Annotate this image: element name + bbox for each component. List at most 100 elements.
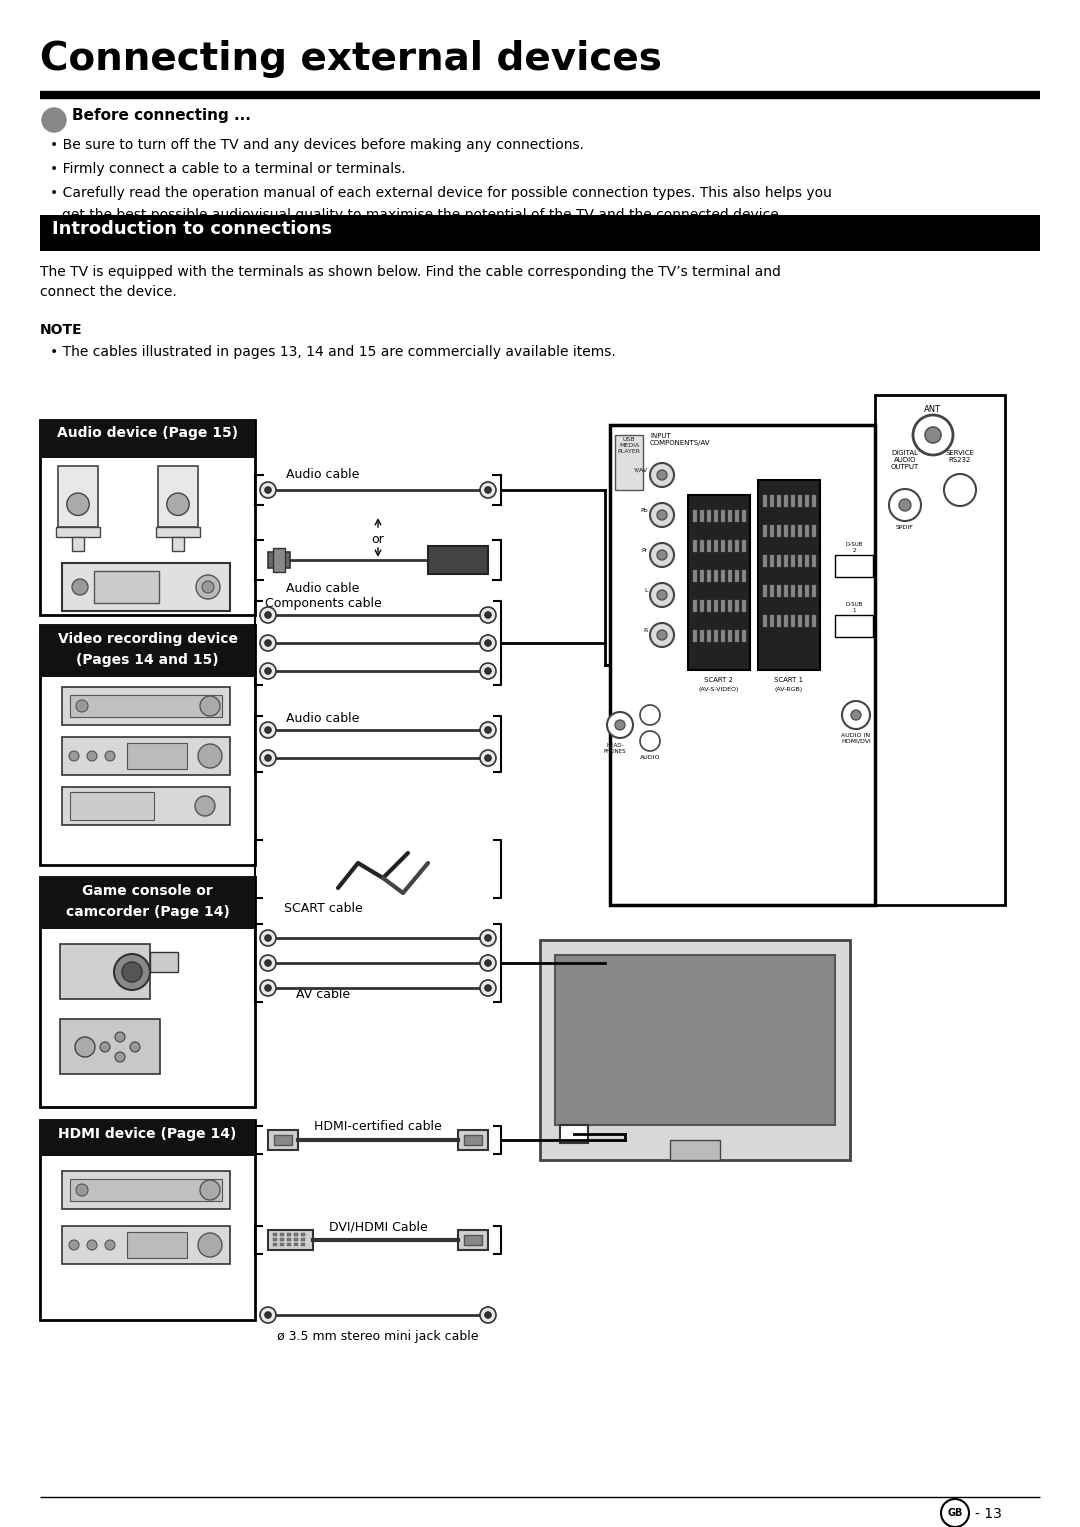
Bar (693, 510, 697, 522)
Text: (Pages 14 and 15): (Pages 14 and 15) (77, 654, 219, 667)
Circle shape (480, 750, 496, 767)
Text: Audio cable: Audio cable (286, 582, 360, 596)
Text: Audio cable: Audio cable (286, 712, 360, 725)
Circle shape (480, 980, 496, 996)
Circle shape (260, 980, 276, 996)
Bar (72, 538, 84, 551)
Text: Connecting external devices: Connecting external devices (40, 40, 662, 78)
Circle shape (100, 1041, 110, 1052)
Bar (742, 600, 746, 612)
Bar (700, 600, 704, 612)
Bar (798, 525, 802, 538)
Circle shape (640, 731, 660, 751)
Bar (172, 538, 184, 551)
Circle shape (198, 744, 222, 768)
Bar (693, 541, 697, 551)
Circle shape (265, 487, 271, 493)
Text: Before connecting ...: Before connecting ... (72, 108, 251, 124)
Bar (805, 525, 809, 538)
Circle shape (650, 544, 674, 567)
Bar (735, 600, 739, 612)
Bar (555, 954, 835, 1125)
Bar (561, 1125, 588, 1144)
Circle shape (480, 608, 496, 623)
Bar (791, 585, 795, 597)
Bar (735, 570, 739, 582)
Bar (742, 631, 746, 641)
Bar (40, 215, 1040, 250)
Circle shape (265, 1312, 271, 1318)
Circle shape (76, 699, 87, 712)
Circle shape (130, 1041, 140, 1052)
Bar (127, 744, 187, 770)
Circle shape (657, 470, 667, 479)
Bar (70, 695, 222, 718)
Circle shape (607, 712, 633, 738)
Bar (700, 510, 704, 522)
Bar (777, 585, 781, 597)
Circle shape (657, 510, 667, 521)
Circle shape (265, 935, 271, 941)
Text: The TV is equipped with the terminals as shown below. Find the cable correspondi: The TV is equipped with the terminals as… (40, 266, 781, 279)
Text: AUDIO: AUDIO (639, 754, 660, 760)
Text: get the best possible audiovisual quality to maximise the potential of the TV an: get the best possible audiovisual qualit… (62, 208, 783, 221)
Circle shape (265, 667, 271, 675)
Circle shape (265, 960, 271, 967)
Bar (791, 615, 795, 628)
Text: SCART cable: SCART cable (284, 902, 363, 915)
Text: - 13: - 13 (975, 1507, 1002, 1521)
Text: • The cables illustrated in pages 13, 14 and 15 are commercially available items: • The cables illustrated in pages 13, 14… (50, 345, 616, 359)
Bar (540, 941, 850, 1161)
Text: Video recording device: Video recording device (57, 632, 238, 646)
Circle shape (913, 415, 953, 455)
Bar (875, 395, 1005, 906)
Bar (805, 585, 809, 597)
Bar (70, 793, 154, 820)
Circle shape (485, 754, 491, 760)
Circle shape (195, 796, 215, 815)
Bar (770, 495, 774, 507)
Bar (294, 1232, 298, 1235)
Circle shape (69, 1240, 79, 1251)
Bar (287, 1238, 291, 1241)
Bar (62, 1171, 230, 1209)
Text: or: or (372, 533, 384, 547)
Circle shape (260, 483, 276, 498)
Text: • Carefully read the operation manual of each external device for possible conne: • Carefully read the operation manual of… (50, 186, 832, 200)
Text: Introduction to connections: Introduction to connections (52, 220, 332, 238)
Bar (693, 570, 697, 582)
Bar (784, 495, 788, 507)
Bar (280, 1243, 284, 1246)
Bar (62, 563, 230, 611)
Circle shape (485, 612, 491, 618)
Bar (707, 541, 711, 551)
Bar (693, 600, 697, 612)
Bar (812, 554, 816, 567)
Circle shape (265, 727, 271, 733)
Bar (707, 510, 711, 522)
Text: Audio device (Page 15): Audio device (Page 15) (57, 426, 238, 440)
Circle shape (114, 1032, 125, 1041)
Text: HDMI-certified cable: HDMI-certified cable (314, 1119, 442, 1133)
Text: Pr: Pr (642, 548, 648, 553)
Circle shape (260, 750, 276, 767)
Circle shape (198, 1232, 222, 1257)
Circle shape (485, 935, 491, 941)
Circle shape (200, 696, 220, 716)
Bar (40, 876, 255, 928)
Bar (714, 631, 718, 641)
Circle shape (114, 1052, 125, 1061)
Bar (728, 541, 732, 551)
Text: SERVICE
RS232: SERVICE RS232 (945, 450, 974, 463)
Bar (700, 631, 704, 641)
Text: ø 3.5 mm stereo mini jack cable: ø 3.5 mm stereo mini jack cable (278, 1330, 478, 1344)
Circle shape (485, 727, 491, 733)
Bar (700, 570, 704, 582)
Circle shape (87, 1240, 97, 1251)
Text: SCART 1: SCART 1 (774, 676, 804, 683)
Circle shape (485, 667, 491, 675)
Bar (287, 1243, 291, 1246)
Bar (60, 944, 150, 999)
Text: ANT: ANT (924, 405, 942, 414)
Bar (762, 495, 767, 507)
